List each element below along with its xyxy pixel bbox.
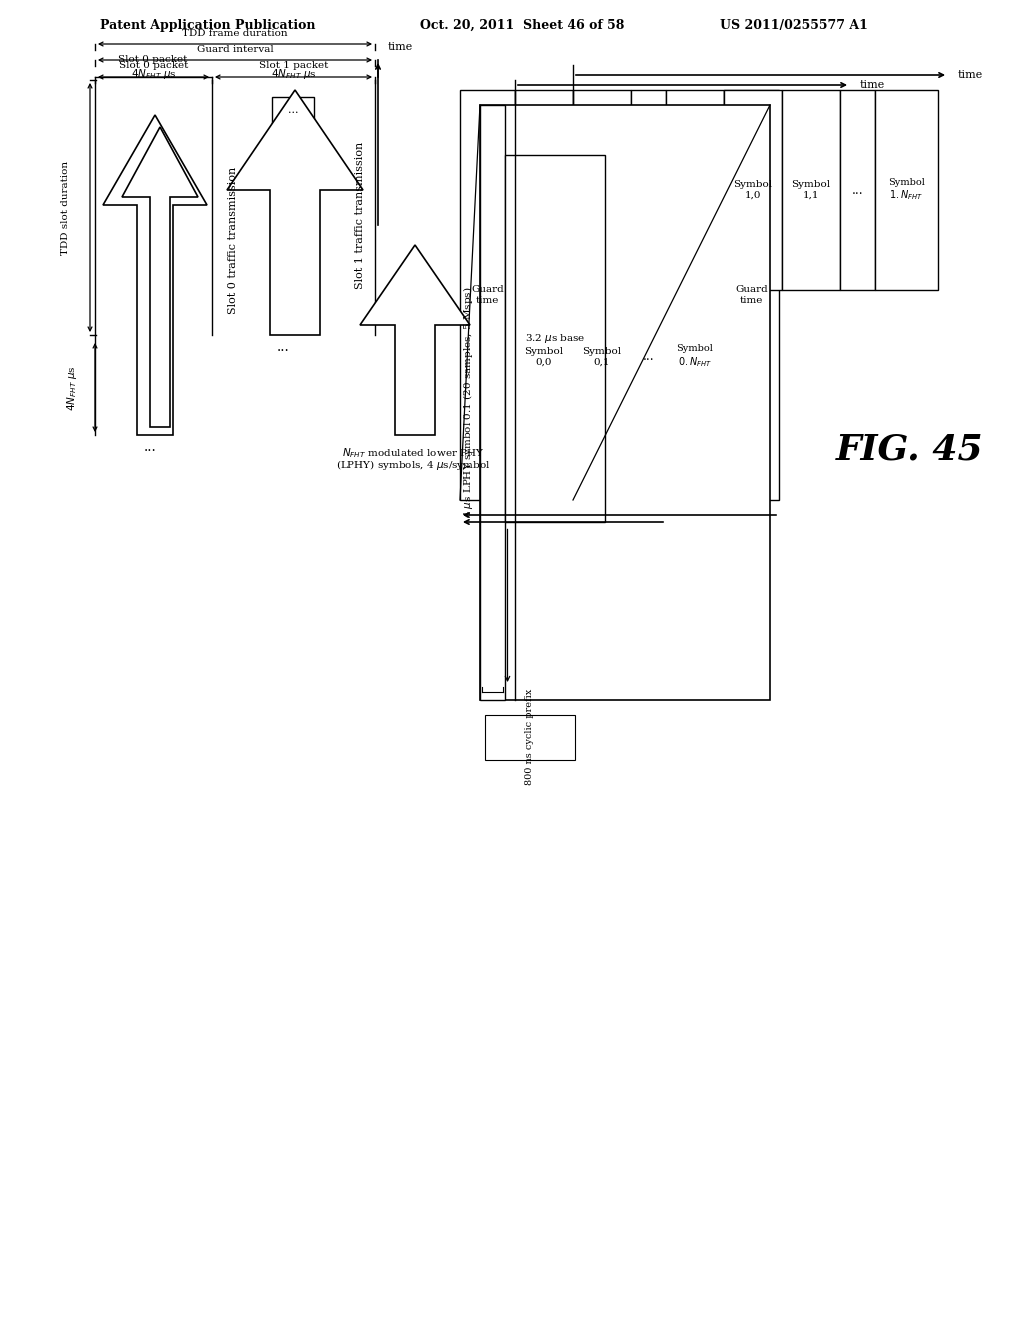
Bar [724, 90, 782, 290]
Bar [724, 90, 779, 500]
Text: Patent Application Publication: Patent Application Publication [100, 18, 315, 32]
Text: Slot 0 packet: Slot 0 packet [119, 55, 187, 65]
Text: time: time [388, 42, 414, 51]
Text: ...: ... [852, 183, 863, 197]
Text: 4 $\mu$s LPHY symbol 0.1 (20 samples, 5 Msps): 4 $\mu$s LPHY symbol 0.1 (20 samples, 5 … [461, 286, 475, 519]
Text: time: time [860, 81, 886, 90]
Text: Slot 1 traffic transmission: Slot 1 traffic transmission [355, 141, 365, 289]
Bar [515, 90, 573, 500]
Bar [840, 90, 874, 290]
Text: ...: ... [643, 350, 654, 363]
Text: time: time [958, 70, 983, 81]
Text: FIG. 45: FIG. 45 [837, 433, 984, 467]
Text: Slot 0 traffic transmission: Slot 0 traffic transmission [228, 166, 238, 314]
Text: Symbol
$1.N_{FHT}$: Symbol $1.N_{FHT}$ [888, 178, 925, 202]
Text: Guard
time: Guard time [735, 285, 768, 305]
Bar [505, 154, 605, 521]
Text: 800 ns cyclic prefix: 800 ns cyclic prefix [525, 689, 535, 785]
Text: $4N_{FHT}$ $\mu$s: $4N_{FHT}$ $\mu$s [131, 67, 177, 81]
Text: Symbol
0,1: Symbol 0,1 [583, 347, 622, 366]
Bar [480, 106, 505, 700]
Text: Symbol
1,1: Symbol 1,1 [792, 181, 830, 199]
Bar [631, 90, 666, 500]
Polygon shape [122, 127, 198, 426]
Text: (LPHY) symbols, 4 $\mu$s/symbol: (LPHY) symbols, 4 $\mu$s/symbol [336, 458, 490, 473]
Bar [480, 106, 770, 700]
Text: ...: ... [276, 341, 290, 354]
Polygon shape [360, 246, 470, 436]
Text: TDD frame duration: TDD frame duration [182, 29, 288, 37]
Bar [782, 90, 840, 290]
Text: US 2011/0255577 A1: US 2011/0255577 A1 [720, 18, 868, 32]
Bar [460, 90, 515, 500]
Text: ...: ... [288, 106, 298, 115]
Bar [874, 90, 938, 290]
Bar [485, 715, 575, 760]
Text: TDD slot duration: TDD slot duration [60, 161, 70, 255]
Bar [573, 90, 631, 500]
Bar [666, 90, 724, 500]
Polygon shape [103, 115, 207, 436]
Text: Symbol
0,0: Symbol 0,0 [524, 347, 563, 366]
Text: 3.2 $\mu$s base: 3.2 $\mu$s base [524, 331, 586, 345]
Text: Symbol
1,0: Symbol 1,0 [733, 181, 772, 199]
Text: Slot 1 packet: Slot 1 packet [259, 61, 329, 70]
Text: $N_{FHT}$ modulated lower PHY: $N_{FHT}$ modulated lower PHY [342, 446, 484, 459]
Text: Symbol
$0.N_{FHT}$: Symbol $0.N_{FHT}$ [677, 345, 714, 368]
Text: Slot 0 packet: Slot 0 packet [120, 61, 188, 70]
Polygon shape [227, 90, 362, 335]
Text: Guard interval: Guard interval [197, 45, 273, 54]
Text: $4N_{FHT}$ $\mu$s: $4N_{FHT}$ $\mu$s [271, 67, 316, 81]
Text: Oct. 20, 2011  Sheet 46 of 58: Oct. 20, 2011 Sheet 46 of 58 [420, 18, 625, 32]
Bar [272, 96, 314, 125]
Text: Guard
time: Guard time [471, 285, 504, 305]
Text: ...: ... [143, 440, 157, 454]
Text: $4N_{FHT}$ $\mu$s: $4N_{FHT}$ $\mu$s [65, 366, 79, 411]
